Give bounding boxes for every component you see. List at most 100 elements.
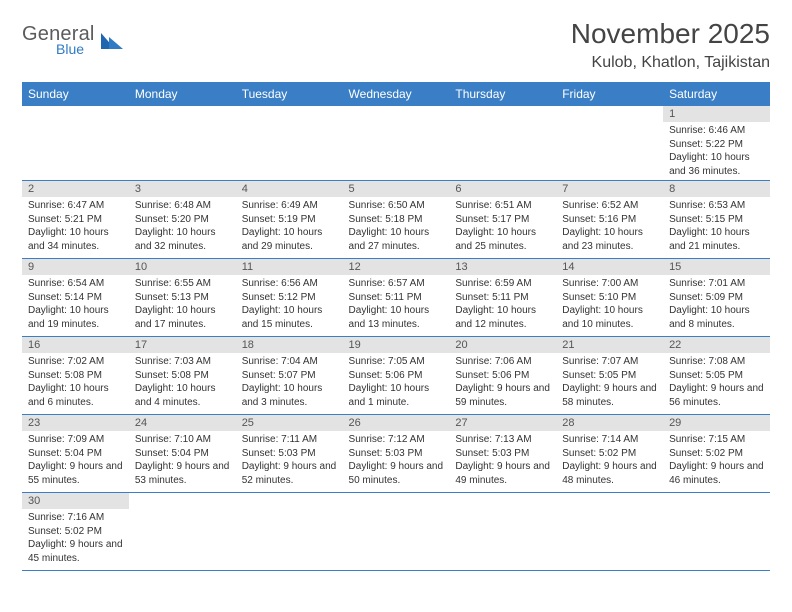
- calendar-table: SundayMondayTuesdayWednesdayThursdayFrid…: [22, 82, 770, 571]
- calendar-cell: [343, 493, 450, 571]
- day-detail: Sunrise: 6:59 AMSunset: 5:11 PMDaylight:…: [449, 275, 556, 333]
- calendar-cell: 8Sunrise: 6:53 AMSunset: 5:15 PMDaylight…: [663, 181, 770, 259]
- day-detail: Sunrise: 7:09 AMSunset: 5:04 PMDaylight:…: [22, 431, 129, 489]
- header: General Blue November 2025 Kulob, Khatlo…: [22, 18, 770, 72]
- day-detail: Sunrise: 6:52 AMSunset: 5:16 PMDaylight:…: [556, 197, 663, 255]
- day-detail: Sunrise: 6:55 AMSunset: 5:13 PMDaylight:…: [129, 275, 236, 333]
- day-detail: Sunrise: 6:56 AMSunset: 5:12 PMDaylight:…: [236, 275, 343, 333]
- day-number: 23: [22, 415, 129, 431]
- calendar-cell: [129, 106, 236, 181]
- day-detail: Sunrise: 6:47 AMSunset: 5:21 PMDaylight:…: [22, 197, 129, 255]
- day-detail: Sunrise: 6:50 AMSunset: 5:18 PMDaylight:…: [343, 197, 450, 255]
- day-detail: Sunrise: 7:15 AMSunset: 5:02 PMDaylight:…: [663, 431, 770, 489]
- calendar-row: 2Sunrise: 6:47 AMSunset: 5:21 PMDaylight…: [22, 181, 770, 259]
- calendar-row: 23Sunrise: 7:09 AMSunset: 5:04 PMDayligh…: [22, 415, 770, 493]
- day-of-week-header: Thursday: [449, 82, 556, 106]
- day-number: 5: [343, 181, 450, 197]
- calendar-cell: [556, 493, 663, 571]
- calendar-cell: 20Sunrise: 7:06 AMSunset: 5:06 PMDayligh…: [449, 337, 556, 415]
- day-detail: Sunrise: 7:04 AMSunset: 5:07 PMDaylight:…: [236, 353, 343, 411]
- days-of-week-row: SundayMondayTuesdayWednesdayThursdayFrid…: [22, 82, 770, 106]
- calendar-row: 9Sunrise: 6:54 AMSunset: 5:14 PMDaylight…: [22, 259, 770, 337]
- calendar-row: 1Sunrise: 6:46 AMSunset: 5:22 PMDaylight…: [22, 106, 770, 181]
- day-detail: Sunrise: 7:16 AMSunset: 5:02 PMDaylight:…: [22, 509, 129, 567]
- calendar-cell: 9Sunrise: 6:54 AMSunset: 5:14 PMDaylight…: [22, 259, 129, 337]
- calendar-cell: 26Sunrise: 7:12 AMSunset: 5:03 PMDayligh…: [343, 415, 450, 493]
- day-number: 2: [22, 181, 129, 197]
- sail-icon: [99, 31, 125, 53]
- calendar-cell: 7Sunrise: 6:52 AMSunset: 5:16 PMDaylight…: [556, 181, 663, 259]
- day-number: 24: [129, 415, 236, 431]
- location-text: Kulob, Khatlon, Tajikistan: [571, 54, 770, 72]
- calendar-cell: 29Sunrise: 7:15 AMSunset: 5:02 PMDayligh…: [663, 415, 770, 493]
- day-of-week-header: Wednesday: [343, 82, 450, 106]
- calendar-cell: 1Sunrise: 6:46 AMSunset: 5:22 PMDaylight…: [663, 106, 770, 181]
- calendar-cell: [449, 106, 556, 181]
- day-number: 27: [449, 415, 556, 431]
- calendar-cell: 3Sunrise: 6:48 AMSunset: 5:20 PMDaylight…: [129, 181, 236, 259]
- day-detail: Sunrise: 6:48 AMSunset: 5:20 PMDaylight:…: [129, 197, 236, 255]
- day-number: 1: [663, 106, 770, 122]
- day-detail: Sunrise: 6:53 AMSunset: 5:15 PMDaylight:…: [663, 197, 770, 255]
- day-number: 4: [236, 181, 343, 197]
- calendar-body: 1Sunrise: 6:46 AMSunset: 5:22 PMDaylight…: [22, 106, 770, 571]
- day-detail: Sunrise: 6:54 AMSunset: 5:14 PMDaylight:…: [22, 275, 129, 333]
- day-detail: Sunrise: 7:10 AMSunset: 5:04 PMDaylight:…: [129, 431, 236, 489]
- day-number: 20: [449, 337, 556, 353]
- day-detail: Sunrise: 6:51 AMSunset: 5:17 PMDaylight:…: [449, 197, 556, 255]
- day-number: 7: [556, 181, 663, 197]
- day-detail: Sunrise: 7:13 AMSunset: 5:03 PMDaylight:…: [449, 431, 556, 489]
- calendar-cell: 28Sunrise: 7:14 AMSunset: 5:02 PMDayligh…: [556, 415, 663, 493]
- calendar-cell: 17Sunrise: 7:03 AMSunset: 5:08 PMDayligh…: [129, 337, 236, 415]
- day-of-week-header: Monday: [129, 82, 236, 106]
- calendar-row: 30Sunrise: 7:16 AMSunset: 5:02 PMDayligh…: [22, 493, 770, 571]
- calendar-cell: 21Sunrise: 7:07 AMSunset: 5:05 PMDayligh…: [556, 337, 663, 415]
- day-detail: Sunrise: 7:08 AMSunset: 5:05 PMDaylight:…: [663, 353, 770, 411]
- day-detail: Sunrise: 7:12 AMSunset: 5:03 PMDaylight:…: [343, 431, 450, 489]
- day-detail: Sunrise: 7:11 AMSunset: 5:03 PMDaylight:…: [236, 431, 343, 489]
- day-number: 10: [129, 259, 236, 275]
- calendar-row: 16Sunrise: 7:02 AMSunset: 5:08 PMDayligh…: [22, 337, 770, 415]
- calendar-cell: [343, 106, 450, 181]
- calendar-cell: 24Sunrise: 7:10 AMSunset: 5:04 PMDayligh…: [129, 415, 236, 493]
- day-number: 15: [663, 259, 770, 275]
- calendar-cell: [236, 493, 343, 571]
- calendar-cell: 6Sunrise: 6:51 AMSunset: 5:17 PMDaylight…: [449, 181, 556, 259]
- day-number: 8: [663, 181, 770, 197]
- calendar-cell: [22, 106, 129, 181]
- day-number: 25: [236, 415, 343, 431]
- day-number: 21: [556, 337, 663, 353]
- day-detail: Sunrise: 7:05 AMSunset: 5:06 PMDaylight:…: [343, 353, 450, 411]
- calendar-cell: [663, 493, 770, 571]
- calendar-cell: 16Sunrise: 7:02 AMSunset: 5:08 PMDayligh…: [22, 337, 129, 415]
- day-number: 30: [22, 493, 129, 509]
- calendar-cell: [236, 106, 343, 181]
- calendar-cell: [449, 493, 556, 571]
- calendar-cell: 12Sunrise: 6:57 AMSunset: 5:11 PMDayligh…: [343, 259, 450, 337]
- calendar-cell: 22Sunrise: 7:08 AMSunset: 5:05 PMDayligh…: [663, 337, 770, 415]
- day-detail: Sunrise: 7:00 AMSunset: 5:10 PMDaylight:…: [556, 275, 663, 333]
- day-number: 9: [22, 259, 129, 275]
- day-detail: Sunrise: 7:07 AMSunset: 5:05 PMDaylight:…: [556, 353, 663, 411]
- calendar-cell: 10Sunrise: 6:55 AMSunset: 5:13 PMDayligh…: [129, 259, 236, 337]
- day-detail: Sunrise: 6:49 AMSunset: 5:19 PMDaylight:…: [236, 197, 343, 255]
- day-detail: Sunrise: 7:14 AMSunset: 5:02 PMDaylight:…: [556, 431, 663, 489]
- day-number: 19: [343, 337, 450, 353]
- day-detail: Sunrise: 7:02 AMSunset: 5:08 PMDaylight:…: [22, 353, 129, 411]
- day-number: 12: [343, 259, 450, 275]
- calendar-cell: [129, 493, 236, 571]
- day-detail: Sunrise: 7:06 AMSunset: 5:06 PMDaylight:…: [449, 353, 556, 411]
- page: General Blue November 2025 Kulob, Khatlo…: [0, 0, 792, 581]
- calendar-cell: 13Sunrise: 6:59 AMSunset: 5:11 PMDayligh…: [449, 259, 556, 337]
- calendar-cell: 11Sunrise: 6:56 AMSunset: 5:12 PMDayligh…: [236, 259, 343, 337]
- day-number: 3: [129, 181, 236, 197]
- day-number: 28: [556, 415, 663, 431]
- calendar-cell: 14Sunrise: 7:00 AMSunset: 5:10 PMDayligh…: [556, 259, 663, 337]
- day-number: 29: [663, 415, 770, 431]
- logo-text: General Blue: [22, 24, 95, 56]
- day-of-week-header: Tuesday: [236, 82, 343, 106]
- day-number: 14: [556, 259, 663, 275]
- calendar-cell: 23Sunrise: 7:09 AMSunset: 5:04 PMDayligh…: [22, 415, 129, 493]
- month-title: November 2025: [571, 18, 770, 50]
- calendar-cell: 19Sunrise: 7:05 AMSunset: 5:06 PMDayligh…: [343, 337, 450, 415]
